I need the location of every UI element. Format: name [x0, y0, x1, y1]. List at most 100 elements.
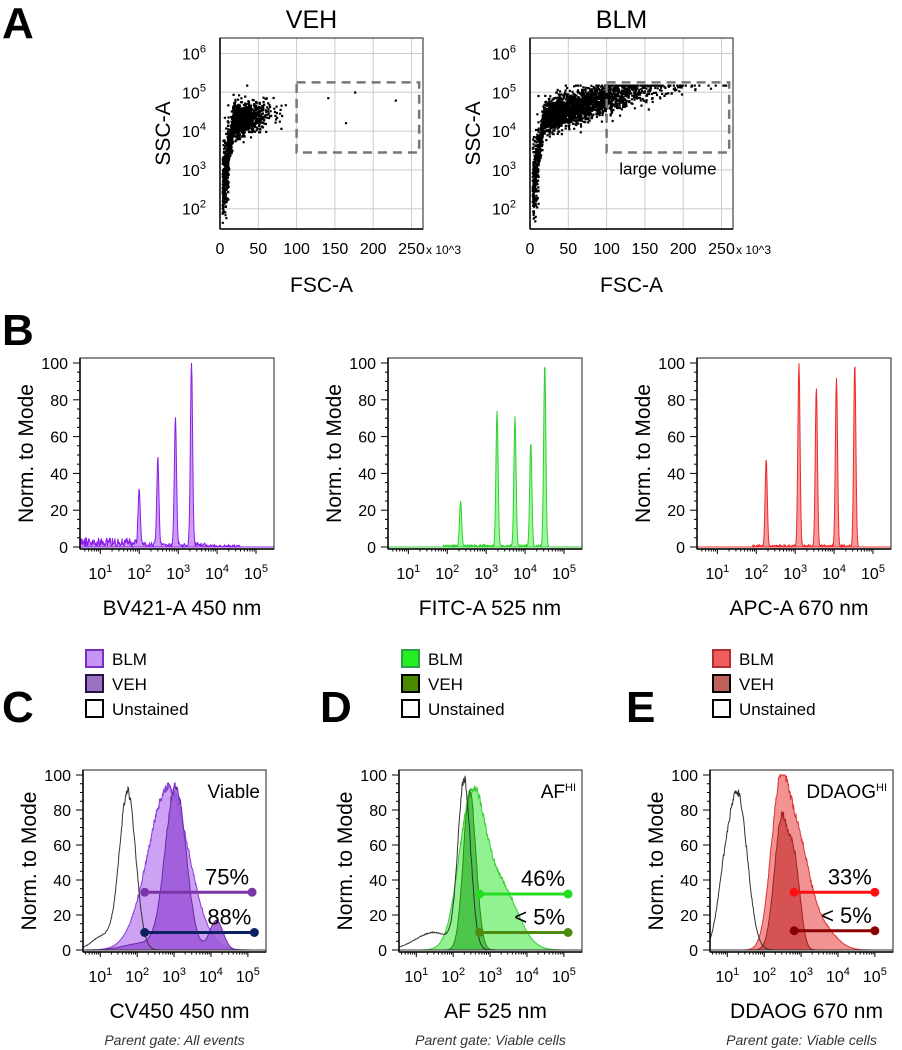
- gate-endpoint: [475, 928, 485, 937]
- x-axis-label: AF 525 nm: [444, 1000, 547, 1023]
- gate-endpoint: [870, 926, 880, 936]
- x-tick-label: 105: [552, 966, 576, 986]
- x-tick-label: 105: [236, 966, 260, 986]
- y-tick-label: 40: [53, 873, 71, 890]
- y-tick-label: 60: [358, 430, 376, 447]
- x-tick-label: 50: [249, 241, 267, 258]
- x-tick-label: 103: [474, 563, 498, 583]
- gate-endpoint: [563, 889, 573, 899]
- y-tick-label: 80: [680, 803, 698, 820]
- y-tick-label: 105: [182, 82, 206, 102]
- x-axis-label: APC-A 670 nm: [730, 597, 869, 620]
- legend-label-veh: VEH: [428, 675, 463, 694]
- legend-label-blm: BLM: [112, 650, 147, 669]
- x-tick-label: 101: [404, 966, 428, 986]
- y-tick-label: 100: [349, 356, 376, 373]
- scatter-points: [531, 84, 728, 223]
- y-tick-label: 102: [492, 199, 516, 219]
- gate-percent-label: < 5%: [514, 905, 565, 930]
- gate-rect: [605, 81, 731, 154]
- x-tick-label: 0: [216, 241, 225, 258]
- y-tick-label: 80: [50, 393, 68, 410]
- chart-a2: BLM large volume 0 50 100 150 200 250 FSC-A SSC-A: [462, 6, 735, 297]
- plot-frame: [529, 37, 734, 230]
- y-axis-label: Norm. to Mode: [323, 384, 346, 523]
- x-tick-label: 102: [125, 966, 149, 986]
- y-tick-label: 104: [492, 121, 516, 141]
- y-tick-label: 40: [358, 466, 376, 483]
- legend-label-veh: VEH: [112, 675, 147, 694]
- y-axis-label: Norm. to Mode: [18, 792, 41, 931]
- gate-percent-label: < 5%: [821, 903, 872, 928]
- x-tick-label: 0: [526, 241, 535, 258]
- x-tick-label: 103: [162, 966, 186, 986]
- histogram-unstained: [82, 785, 266, 951]
- y-tick-label: 103: [182, 160, 206, 180]
- parent-gate-note: Parent gate: Viable cells: [415, 1032, 566, 1048]
- y-tick-label: 0: [378, 943, 387, 960]
- y-tick-label: 40: [667, 466, 685, 483]
- panel-letter-b: B: [2, 306, 34, 355]
- x-tick-label: 104: [205, 563, 229, 583]
- legend-label-unstained: Unstained: [112, 700, 189, 719]
- x-tick-label: 103: [166, 563, 190, 583]
- plot-title: VEH: [286, 6, 337, 34]
- x-tick-label: 101: [396, 563, 420, 583]
- legend-swatch-veh: [401, 674, 420, 693]
- y-tick-label: 20: [369, 908, 387, 925]
- x-tick-label: 105: [244, 563, 268, 583]
- y-axis-label: Norm. to Mode: [645, 792, 668, 931]
- gate-endpoint: [140, 887, 150, 897]
- x-tick-label: 104: [822, 563, 846, 583]
- y-tick-label: 100: [658, 356, 685, 373]
- x-tick-label: 103: [478, 966, 502, 986]
- gate-percent-label: 88%: [207, 905, 251, 930]
- x-axis-label: FITC-A 525 nm: [419, 597, 561, 620]
- x-unit-label-blm: x 10^3: [736, 243, 771, 257]
- y-tick-label: 60: [369, 838, 387, 855]
- x-axis-label: CV450 450 nm: [109, 1000, 249, 1023]
- y-tick-label: 0: [676, 540, 685, 557]
- x-tick-label: 103: [783, 563, 807, 583]
- x-tick-label: 104: [199, 966, 223, 986]
- x-axis-label: DDAOG 670 nm: [730, 1000, 883, 1023]
- histogram-blm: [399, 785, 582, 951]
- gate-endpoint: [563, 928, 573, 937]
- gate-endpoint: [789, 887, 799, 897]
- y-tick-label: 100: [41, 356, 68, 373]
- legend-swatch-unstained: [85, 699, 104, 718]
- x-tick-label: 101: [88, 563, 112, 583]
- y-tick-label: 80: [667, 393, 685, 410]
- y-tick-label: 20: [50, 503, 68, 520]
- y-axis-label: Norm. to Mode: [632, 384, 655, 523]
- x-tick-label: 105: [861, 563, 885, 583]
- legend-label-unstained: Unstained: [739, 700, 816, 719]
- gate-annotation: AFHI: [541, 782, 576, 803]
- y-tick-label: 0: [689, 943, 698, 960]
- x-tick-label: 104: [515, 966, 539, 986]
- gate-endpoint: [249, 928, 259, 937]
- y-tick-label: 60: [53, 838, 71, 855]
- gate-annotation: Viable: [208, 782, 260, 803]
- x-tick-label: 250: [708, 241, 735, 258]
- y-tick-label: 80: [369, 803, 387, 820]
- plot-frame: [219, 37, 424, 230]
- histogram-unstained: [398, 775, 582, 951]
- legend-swatch-blm: [401, 649, 420, 668]
- scatter-points: [221, 84, 397, 224]
- y-tick-label: 100: [44, 768, 71, 785]
- x-tick-label: 100: [593, 241, 620, 258]
- x-tick-label: 103: [789, 966, 813, 986]
- x-tick-label: 104: [513, 563, 537, 583]
- y-tick-label: 102: [182, 199, 206, 219]
- chart-a1: VEH 0 50 100 150 200 250 FSC-A SSC-A: [152, 6, 425, 297]
- y-tick-label: 106: [182, 43, 206, 63]
- y-tick-label: 100: [360, 768, 387, 785]
- y-tick-label: 105: [492, 82, 516, 102]
